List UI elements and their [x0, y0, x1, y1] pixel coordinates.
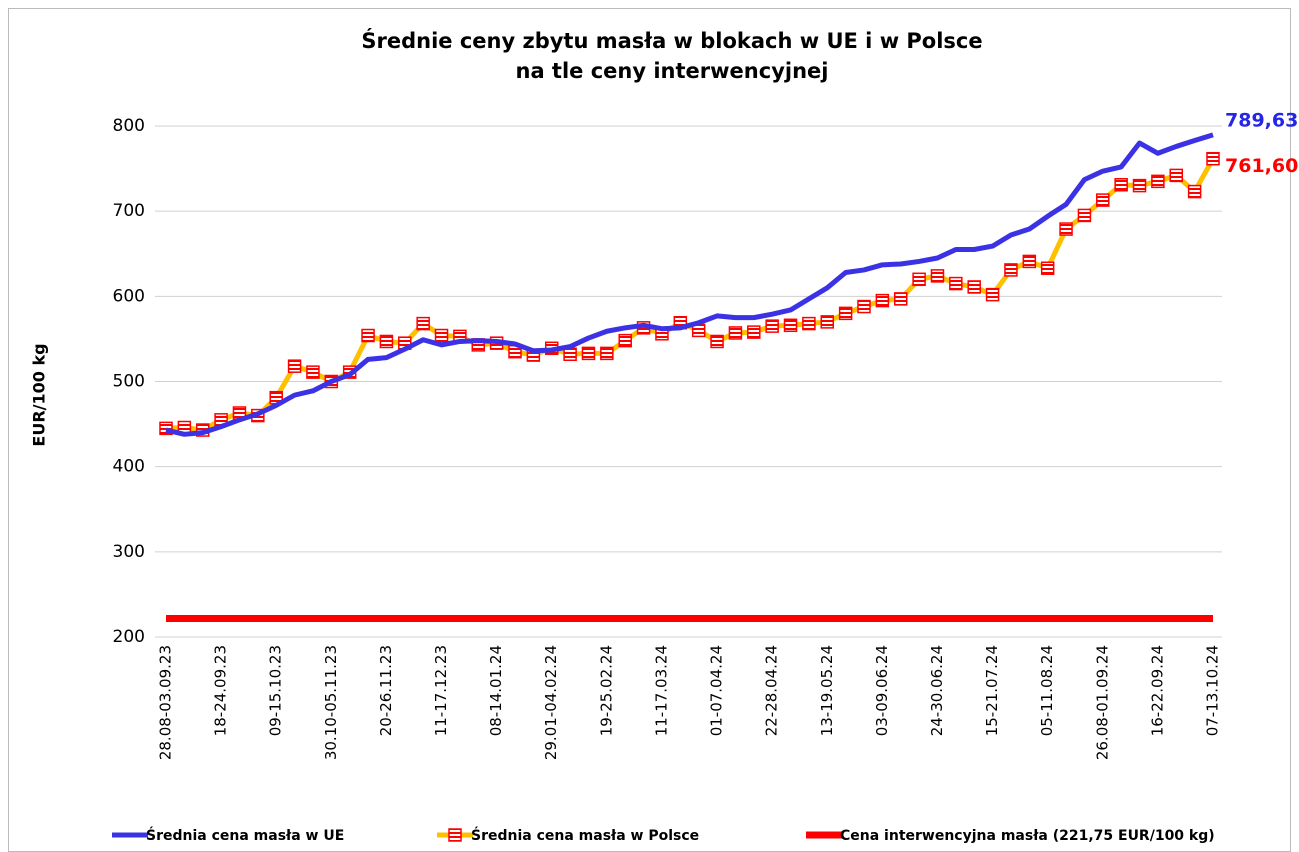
y-axis-label: EUR/100 kg — [30, 343, 49, 446]
x-tick-label: 09-15.10.23 — [267, 645, 285, 736]
x-tick-label: 11-17.03.24 — [652, 645, 670, 736]
data-label: 789,63 — [1225, 109, 1298, 131]
marker — [306, 365, 320, 379]
marker — [618, 333, 632, 348]
marker — [1151, 174, 1165, 189]
marker — [857, 299, 871, 314]
x-tick-label: 03-09.06.24 — [873, 645, 891, 736]
x-tick-label: 05-11.08.24 — [1038, 645, 1056, 736]
marker — [728, 326, 743, 340]
legend-label: Cena interwencyjna masła (221,75 EUR/100… — [840, 828, 1215, 844]
y-tick-label: 200 — [113, 627, 145, 647]
y-tick-label: 700 — [113, 201, 145, 221]
marker — [802, 316, 816, 331]
legend-label: Średnia cena masła w UE — [146, 826, 344, 844]
marker — [765, 319, 779, 333]
marker — [1022, 254, 1037, 269]
marker — [985, 287, 1000, 302]
marker — [1132, 178, 1147, 193]
marker — [563, 347, 577, 361]
x-tick-label: 19-25.02.24 — [597, 645, 615, 736]
x-tick-label: 20-26.11.23 — [377, 645, 395, 736]
x-tick-label: 22-28.04.24 — [763, 645, 781, 736]
chart-title: Średnie ceny zbytu masła w blokach w UE … — [361, 28, 982, 53]
marker — [416, 316, 430, 331]
marker — [747, 325, 761, 339]
marker — [287, 359, 302, 373]
y-tick-label: 400 — [113, 457, 145, 477]
x-tick-label: 15-21.07.24 — [983, 645, 1001, 736]
marker — [581, 346, 596, 361]
marker — [1187, 184, 1202, 199]
x-tick-label: 16-22.09.24 — [1148, 645, 1166, 736]
marker — [893, 292, 908, 306]
x-tick-label: 30.10-05.11.23 — [322, 645, 340, 760]
legend-marker — [448, 828, 462, 842]
marker — [875, 293, 890, 308]
marker — [783, 318, 798, 333]
y-tick-label: 800 — [113, 116, 145, 136]
marker — [1114, 178, 1128, 192]
marker — [434, 328, 449, 343]
marker — [379, 334, 394, 349]
chart-frame — [8, 8, 1291, 852]
chart-subtitle: na tle ceny interwencyjnej — [516, 59, 829, 83]
y-tick-label: 500 — [113, 372, 145, 392]
x-tick-label: 29.01-04.02.24 — [542, 645, 560, 760]
x-tick-label: 26.08-01.09.24 — [1093, 645, 1111, 760]
x-tick-label: 18-24.09.23 — [212, 645, 230, 736]
x-tick-label: 08-14.01.24 — [487, 645, 505, 736]
x-tick-label: 01-07.04.24 — [708, 645, 726, 736]
marker — [949, 276, 963, 291]
x-tick-label: 28.08-03.09.23 — [157, 645, 175, 760]
marker — [1096, 193, 1110, 207]
marker — [710, 334, 724, 349]
marker — [820, 315, 835, 329]
x-tick-label: 07-13.10.24 — [1204, 645, 1222, 736]
marker — [1077, 208, 1092, 223]
x-tick-label: 24-30.06.24 — [928, 645, 946, 736]
x-tick-label: 13-19.05.24 — [818, 645, 836, 736]
marker — [967, 280, 981, 294]
series-line — [165, 132, 1214, 437]
marker — [1004, 263, 1018, 277]
marker — [361, 328, 375, 343]
marker — [1059, 222, 1073, 236]
marker — [912, 272, 926, 287]
data-label: 761,60 — [1225, 155, 1298, 177]
marker — [600, 346, 614, 361]
marker — [838, 306, 853, 321]
marker — [930, 269, 945, 283]
y-tick-label: 600 — [113, 286, 145, 306]
legend-label: Średnia cena masła w Polsce — [471, 826, 699, 844]
y-tick-label: 300 — [113, 542, 145, 562]
marker — [1206, 151, 1220, 166]
marker — [1169, 168, 1184, 183]
marker — [1040, 261, 1055, 275]
x-tick-label: 11-17.12.23 — [432, 645, 450, 736]
